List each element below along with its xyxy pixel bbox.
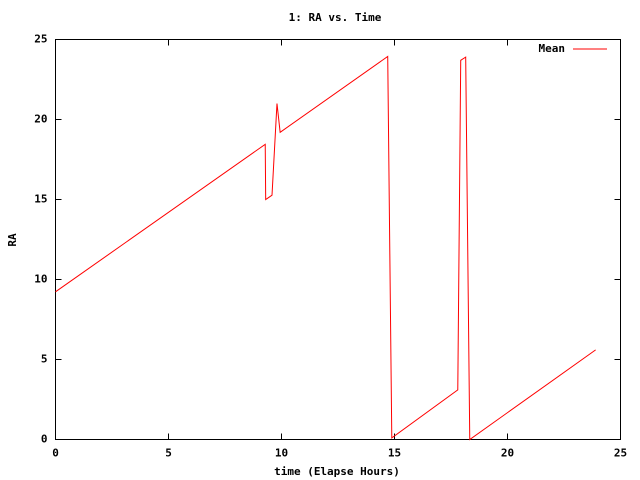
series-line — [55, 55, 596, 441]
y-tick-label: 0 — [41, 433, 48, 446]
x-tick-label: 10 — [275, 447, 288, 460]
x-tick-label: 25 — [614, 447, 627, 460]
x-tick-label: 20 — [501, 447, 514, 460]
x-axis-label: time (Elapse Hours) — [274, 465, 400, 478]
chart-title: 1: RA vs. Time — [289, 11, 382, 24]
y-tick-label: 15 — [34, 193, 47, 206]
y-tick-label: 20 — [34, 113, 47, 126]
x-tick-label: 5 — [165, 447, 172, 460]
plot-frame — [55, 39, 621, 440]
x-tick-label: 15 — [388, 447, 401, 460]
y-tick-label: 5 — [41, 353, 48, 366]
legend-label: Mean — [539, 42, 566, 55]
y-axis-label: RA — [6, 233, 19, 247]
x-tick-label: 0 — [52, 447, 59, 460]
y-tick-label: 25 — [34, 33, 47, 46]
y-tick-label: 10 — [34, 273, 47, 286]
